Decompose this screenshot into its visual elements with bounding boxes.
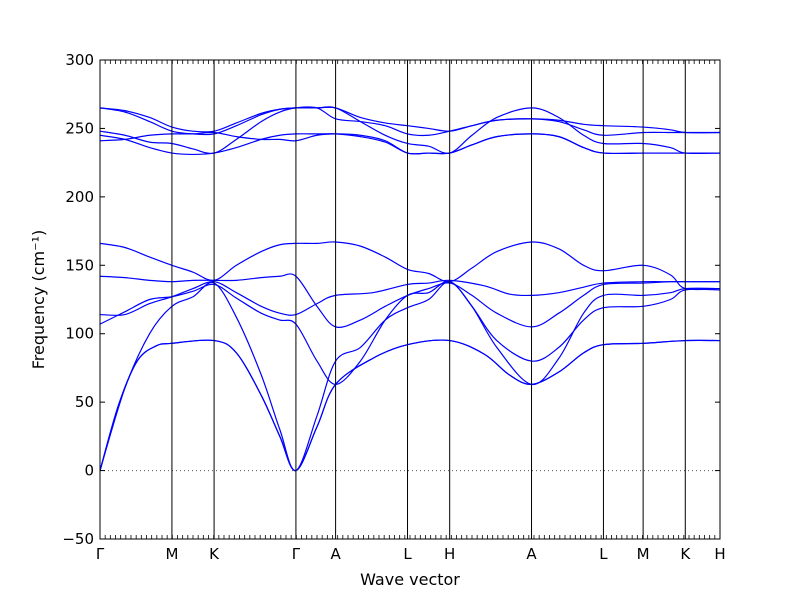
x-tick-label: Γ <box>96 545 105 563</box>
y-tick-label: 250 <box>65 119 94 137</box>
band-line-1 <box>99 339 721 472</box>
band-line-6 <box>99 273 720 328</box>
x-tick-label: H <box>714 545 725 563</box>
x-tick-label: M <box>637 545 650 563</box>
band-line-2 <box>99 339 721 472</box>
plot-frame <box>99 59 721 540</box>
y-tick-label: 50 <box>75 393 94 411</box>
x-tick-label: H <box>444 545 455 563</box>
band-line-10 <box>99 106 720 155</box>
band-line-7 <box>99 241 721 291</box>
band-line-11 <box>99 106 721 155</box>
band-line-9 <box>99 133 720 156</box>
y-tick-label: 150 <box>65 256 94 274</box>
y-tick-label: −50 <box>62 530 94 548</box>
y-axis: −50 0 50 100 150 200 250 300 <box>62 51 720 548</box>
x-tick-label: L <box>403 545 412 563</box>
y-tick-label: 300 <box>65 51 94 69</box>
x-axis-label: Wave vector <box>360 570 460 589</box>
x-tick-label: K <box>209 545 220 563</box>
x-tick-label: A <box>330 545 341 563</box>
x-tick-label: A <box>526 545 537 563</box>
band-line-5 <box>99 279 720 316</box>
x-tick-label: L <box>599 545 608 563</box>
y-tick-label: 100 <box>65 325 94 343</box>
x-tick-label: Γ <box>292 545 301 563</box>
x-tick-label: K <box>680 545 691 563</box>
y-axis-label: Frequency (cm⁻¹) <box>29 230 48 369</box>
x-tick-label: M <box>165 545 178 563</box>
y-tick-label: 0 <box>84 462 94 480</box>
y-tick-label: 200 <box>65 188 94 206</box>
band-line-4 <box>99 280 721 385</box>
plot-lines <box>99 106 721 472</box>
band-line-3 <box>99 281 721 472</box>
high-symmetry-lines <box>171 60 686 539</box>
band-line-12 <box>99 106 721 134</box>
